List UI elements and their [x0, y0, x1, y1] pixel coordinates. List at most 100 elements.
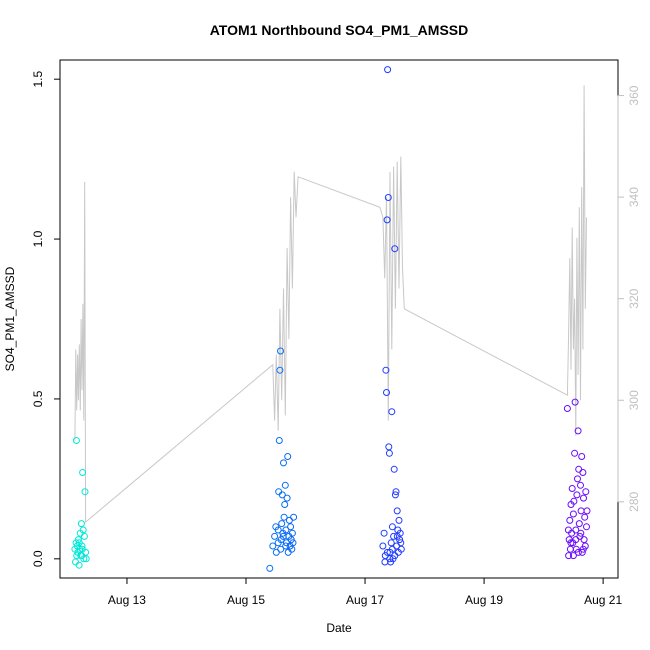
axes: Aug 13 Aug 15 Aug 17 Aug 19 Aug 21 0.0 0.5 1.0 1… [31, 71, 641, 607]
x-tick-label: Aug 15 [227, 593, 265, 607]
data-point [390, 465, 398, 473]
data-point [269, 542, 277, 550]
data-point [570, 497, 578, 505]
data-point [574, 427, 582, 435]
data-point [280, 459, 287, 467]
data-point [383, 548, 391, 556]
data-point [278, 520, 286, 528]
chart-title: ATOM1 Northbound SO4_PM1_AMSSD [210, 22, 469, 38]
data-point [388, 523, 396, 531]
data-point [277, 545, 285, 553]
data-point [391, 552, 399, 560]
line-series-layer [74, 85, 587, 524]
data-point [574, 548, 582, 556]
data-point [577, 481, 584, 489]
y-tick-label: 1.0 [31, 230, 45, 247]
x-tick-label: Aug 19 [465, 593, 503, 607]
data-point [381, 558, 389, 566]
data-point [280, 513, 288, 521]
x-tick-label: Aug 17 [346, 593, 384, 607]
data-point [288, 545, 296, 553]
data-point [380, 529, 388, 537]
y2-tick-label: 280 [627, 491, 641, 511]
data-point [568, 485, 576, 492]
data-point [81, 488, 89, 496]
data-point [384, 66, 392, 74]
data-point [79, 469, 87, 476]
data-point [580, 494, 587, 502]
data-point [75, 561, 83, 569]
y-tick-label: 1.5 [31, 71, 45, 88]
data-point [74, 536, 82, 544]
data-point [276, 366, 284, 374]
data-point [391, 245, 399, 253]
data-point [565, 552, 573, 560]
data-point [386, 555, 394, 563]
data-point [75, 539, 83, 547]
data-point [583, 523, 590, 531]
plot-frame [59, 59, 619, 579]
x-tick-label: Aug 21 [584, 593, 622, 607]
data-point [571, 449, 579, 457]
y2-tick-label: 300 [627, 390, 641, 410]
y2-tick-label: 340 [627, 187, 641, 207]
data-point [281, 501, 289, 508]
data-point [387, 539, 395, 547]
data-point [395, 516, 403, 524]
data-point [579, 469, 587, 476]
data-point [571, 398, 579, 406]
data-point [575, 520, 583, 528]
data-point [563, 405, 571, 412]
data-point [390, 532, 398, 540]
data-point [580, 536, 588, 544]
data-point [575, 465, 583, 473]
data-point [385, 443, 393, 451]
data-point [572, 536, 580, 544]
data-point [77, 520, 85, 528]
data-point [285, 516, 293, 524]
data-point [284, 453, 292, 460]
data-point [72, 558, 79, 566]
scatter-points-layer [71, 66, 591, 572]
data-point [385, 449, 393, 457]
data-point [282, 542, 290, 550]
data-point [379, 542, 387, 550]
data-point [284, 548, 292, 556]
data-point [388, 545, 396, 553]
data-point [391, 491, 399, 499]
data-point [384, 194, 392, 201]
y-tick-label: 0.0 [31, 550, 45, 567]
data-point [577, 529, 585, 537]
x-axis-label: Date [326, 621, 352, 635]
data-point [566, 516, 574, 524]
data-point [573, 491, 581, 499]
y2-tick-label: 320 [627, 288, 641, 308]
data-point [277, 347, 284, 355]
data-point [278, 491, 286, 499]
line-series [74, 85, 587, 524]
data-point [266, 564, 274, 572]
data-point [80, 532, 88, 540]
data-point [382, 366, 390, 374]
data-point [393, 507, 401, 515]
data-point [287, 523, 295, 531]
data-point [78, 552, 86, 560]
data-point [383, 216, 391, 224]
data-point [578, 548, 586, 556]
data-point [583, 507, 591, 515]
data-point [279, 532, 287, 540]
data-point [288, 529, 296, 537]
y-axis-label: SO4_PM1_AMSSD [3, 266, 17, 371]
data-point [566, 545, 574, 553]
data-point [72, 437, 80, 444]
data-point [393, 532, 401, 540]
data-point [73, 552, 81, 560]
y2-tick-label: 360 [627, 85, 641, 105]
x-tick-label: Aug 13 [108, 593, 146, 607]
data-point [383, 389, 390, 396]
data-point [397, 545, 405, 553]
data-point [567, 539, 575, 547]
data-point [290, 513, 298, 521]
